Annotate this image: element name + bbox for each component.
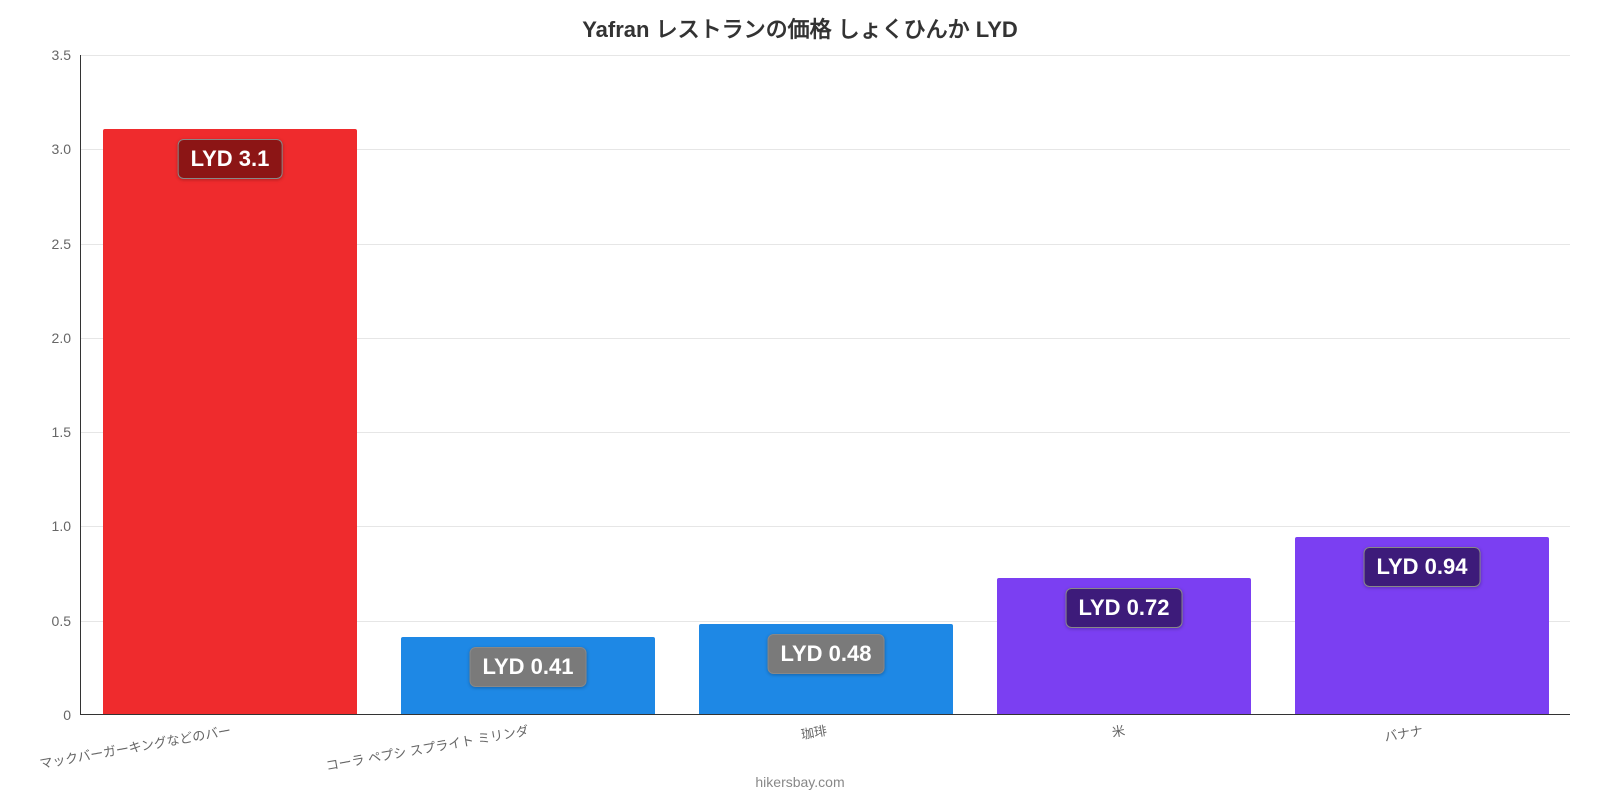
value-badge: LYD 0.94 [1364,547,1481,587]
ytick-label: 3.5 [52,47,81,63]
xtick-label: コーラ ペプシ スプライト ミリンダ [324,720,530,774]
ytick-label: 2.0 [52,330,81,346]
ytick-label: 1.0 [52,518,81,534]
chart-footer: hikersbay.com [0,774,1600,790]
chart-title: Yafran レストランの価格 しょくひんか LYD [0,12,1600,44]
value-badge: LYD 0.41 [470,647,587,687]
xtick-label: マックバーガーキングなどのバー [38,720,232,772]
ytick-label: 1.5 [52,424,81,440]
ytick-label: 2.5 [52,236,81,252]
gridline [81,55,1570,56]
xtick-label: バナナ [1383,720,1425,745]
xtick-label: 珈琲 [799,720,828,743]
ytick-label: 0.5 [52,613,81,629]
ytick-label: 3.0 [52,141,81,157]
plot-area: 00.51.01.52.02.53.03.5LYD 3.1マックバーガーキングな… [80,55,1570,715]
value-badge: LYD 3.1 [178,139,283,179]
ytick-label: 0 [63,707,81,723]
value-badge: LYD 0.48 [768,634,885,674]
xtick-label: 米 [1110,720,1126,741]
price-bar-chart: Yafran レストランの価格 しょくひんか LYD 00.51.01.52.0… [0,0,1600,800]
bar [103,129,356,714]
value-badge: LYD 0.72 [1066,588,1183,628]
